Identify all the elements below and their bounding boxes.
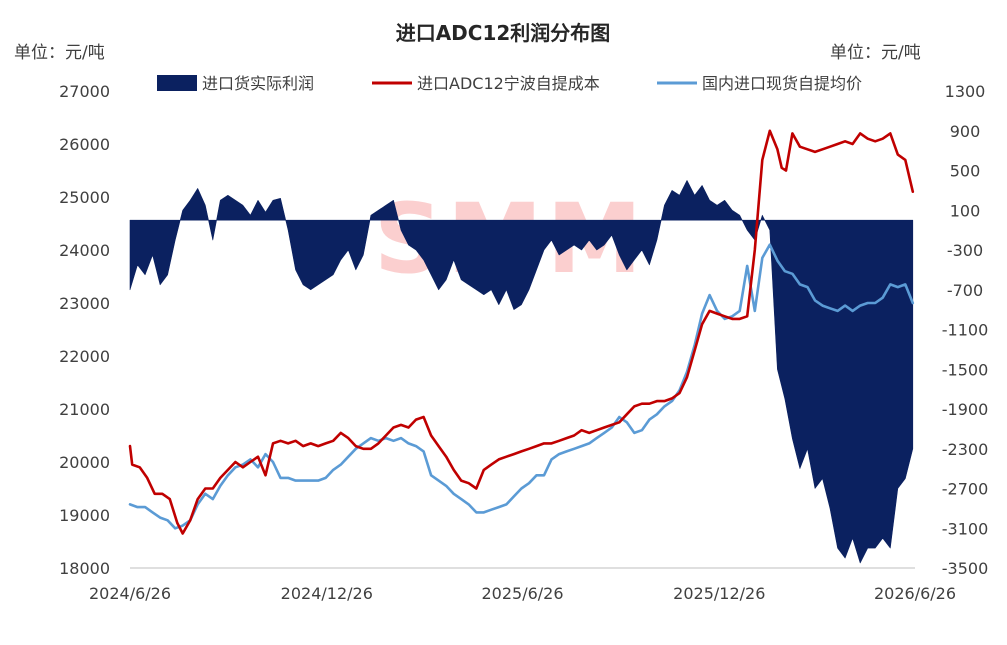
right-tick-label: -1100: [942, 321, 989, 340]
left-tick-label: 23000: [59, 294, 110, 313]
left-tick-label: 20000: [59, 453, 110, 472]
right-tick-label: 1300: [945, 82, 986, 101]
legend-label-price: 国内进口现货自提均价: [702, 74, 862, 93]
left-tick-label: 19000: [59, 506, 110, 525]
x-tick-label: 2025/6/26: [481, 584, 563, 603]
right-tick-label: -3100: [942, 519, 989, 538]
right-tick-label: -1900: [942, 400, 989, 419]
axes: 27000 26000 25000 24000 23000 22000 21000 20000…: [59, 82, 988, 603]
x-tick-label: 2024/12/26: [281, 584, 373, 603]
left-unit-label: 单位：元/吨: [14, 43, 105, 63]
profit-area-series: [129, 180, 914, 564]
right-tick-label: 100: [950, 201, 981, 220]
left-tick-label: 27000: [59, 82, 110, 101]
chart-title: 进口ADC12利润分布图: [396, 21, 611, 45]
right-tick-label: -1500: [942, 360, 989, 379]
right-tick-label: -300: [947, 241, 983, 260]
left-tick-label: 26000: [59, 135, 110, 154]
right-tick-label: -700: [947, 281, 983, 300]
right-tick-label: -2700: [942, 480, 989, 499]
right-tick-label: -3500: [942, 559, 989, 578]
right-tick-label: -2300: [942, 440, 989, 459]
x-tick-label: 2026/6/26: [874, 584, 956, 603]
left-tick-label: 22000: [59, 347, 110, 366]
ningbo-cost-line: [128, 129, 915, 535]
left-tick-label: 21000: [59, 400, 110, 419]
legend-label-cost: 进口ADC12宁波自提成本: [417, 74, 600, 93]
legend-label-profit: 进口货实际利润: [202, 74, 314, 93]
line-series: [128, 129, 915, 535]
right-unit-label: 单位：元/吨: [830, 43, 921, 63]
left-tick-label: 25000: [59, 188, 110, 207]
x-tick-label: 2025/12/26: [673, 584, 765, 603]
left-tick-label: 18000: [59, 559, 110, 578]
legend: 进口货实际利润 进口ADC12宁波自提成本 国内进口现货自提均价: [157, 74, 862, 93]
left-tick-label: 24000: [59, 241, 110, 260]
x-tick-label: 2024/6/26: [89, 584, 171, 603]
right-tick-label: 900: [950, 122, 981, 141]
legend-swatch-profit: [157, 75, 197, 91]
profit-area: [129, 180, 914, 564]
right-tick-label: 500: [950, 162, 981, 181]
